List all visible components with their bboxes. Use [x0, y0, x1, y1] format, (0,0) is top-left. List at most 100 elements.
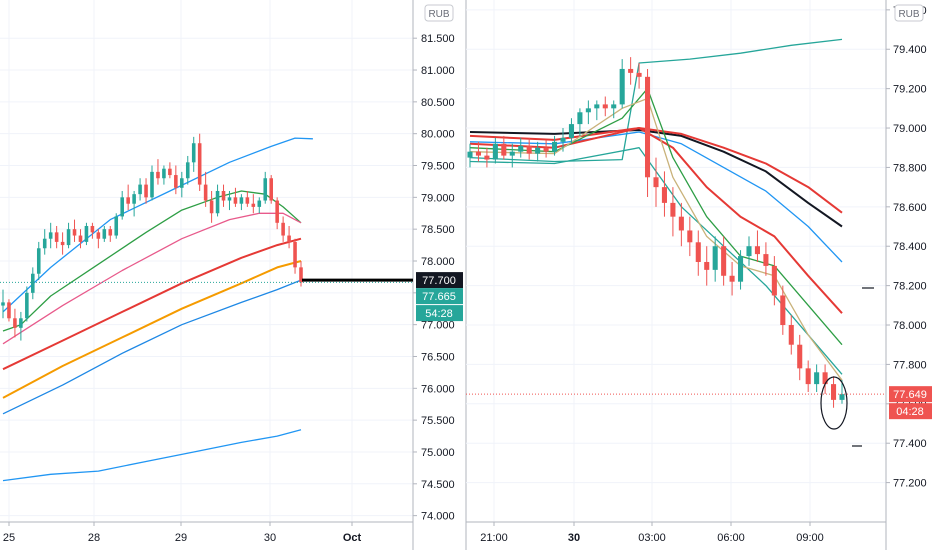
candle: [788, 315, 794, 355]
candle-body: [48, 232, 53, 239]
y-tick-label: 77.200: [893, 478, 927, 490]
candle: [1, 289, 5, 319]
candle-body: [535, 147, 541, 154]
candle: [754, 230, 760, 262]
right-last-price-tag-text: 77.649: [893, 389, 927, 401]
candle-body: [138, 184, 142, 195]
candle: [138, 178, 142, 201]
candle: [797, 334, 803, 381]
candle-body: [84, 225, 89, 242]
candle: [48, 222, 53, 249]
candle: [543, 139, 549, 158]
right-x-axis[interactable]: 21:00 30 03:00 06:00 09:00: [480, 522, 824, 544]
candle: [275, 197, 279, 230]
moving-average-line-4: [469, 127, 843, 214]
left-last-price-tag[interactable]: 77.665: [416, 288, 463, 305]
candle: [467, 143, 473, 168]
left-candles: [1, 133, 303, 341]
candle: [108, 225, 113, 242]
candle: [831, 376, 837, 408]
candle: [25, 286, 29, 322]
left-line-price-tag-box: [416, 272, 463, 289]
candle-body: [501, 143, 507, 156]
candle-body: [543, 147, 549, 152]
candle: [287, 225, 291, 249]
candle-body: [822, 372, 828, 385]
right-last-price-tag[interactable]: 77.649: [889, 386, 932, 403]
candle: [36, 241, 41, 281]
candle-body: [263, 178, 268, 201]
moving-average-line-5: [469, 131, 843, 263]
right-currency-badge[interactable]: RUB: [894, 4, 924, 22]
candle: [585, 100, 591, 125]
candle-body: [25, 292, 29, 319]
candle-body: [42, 238, 47, 249]
candle-body: [13, 318, 17, 328]
candle-body: [712, 246, 718, 270]
left-currency-badge[interactable]: RUB: [424, 4, 454, 22]
candle-body: [704, 261, 710, 270]
y-tick-label: 74.000: [421, 511, 455, 523]
candle: [560, 128, 566, 152]
moving-average-line-7: [469, 87, 843, 346]
candle: [492, 137, 498, 164]
candle-body: [221, 190, 226, 201]
candle: [7, 299, 11, 322]
candle: [233, 187, 238, 207]
left-y-axis[interactable]: 74.000 74.500 75.000 75.500 76.000 76.500 77.0…: [413, 33, 455, 523]
left-x-axis[interactable]: 25 28 29 30 Oct: [3, 522, 362, 544]
candle: [645, 68, 651, 197]
candle: [552, 135, 558, 156]
y-tick-label: 78.200: [893, 281, 927, 293]
left-last-price-tag-box: [416, 288, 463, 305]
y-tick-label: 79.400: [893, 44, 927, 56]
candle: [602, 96, 608, 117]
right-chart-panel[interactable]: 77.20077.40077.60077.80078.00078.20078.4…: [465, 0, 932, 550]
right-plot-area[interactable]: [466, 0, 886, 522]
candle-body: [552, 141, 558, 152]
y-tick-label: 78.000: [421, 256, 455, 268]
candle: [42, 229, 47, 255]
candle: [738, 250, 744, 290]
candle: [678, 202, 684, 247]
left-horizontal-line-price-tag[interactable]: 77.700: [416, 272, 463, 289]
x-tick-label: 28: [88, 532, 100, 544]
candle: [653, 157, 659, 207]
candle-body: [251, 203, 256, 207]
candle: [90, 222, 95, 239]
y-tick-label: 75.500: [421, 415, 455, 427]
right-currency-badge-box: [894, 4, 924, 22]
right-moving-averages: [469, 38, 843, 381]
x-tick-label: 06:00: [717, 532, 745, 544]
candle: [568, 118, 574, 144]
candle: [102, 225, 107, 242]
right-last-price-tag-box: [889, 386, 932, 403]
left-chart-panel[interactable]: 74.000 74.500 75.000 75.500 76.000 76.500 77.0…: [0, 0, 463, 550]
candle: [729, 261, 735, 296]
candle: [60, 232, 65, 255]
candle: [839, 380, 845, 404]
candle-body: [1, 302, 5, 306]
candle: [31, 267, 35, 300]
y-tick-label: 80.000: [421, 129, 455, 141]
x-tick-label: 09:00: [796, 532, 824, 544]
candle: [120, 190, 124, 220]
candle-body: [7, 302, 11, 319]
right-countdown-tag[interactable]: 04:28: [889, 403, 932, 420]
candle-body: [60, 241, 65, 246]
candle-body: [150, 171, 154, 198]
candle-body: [96, 232, 101, 239]
candle-body: [602, 104, 608, 109]
candle-body: [66, 229, 71, 246]
x-tick-label: 21:00: [480, 532, 508, 544]
candle: [746, 236, 752, 266]
candle-body: [831, 384, 837, 400]
candle-body: [492, 143, 498, 160]
moving-average-line-6: [2, 279, 302, 415]
candle-body: [227, 197, 232, 201]
candle-body: [215, 190, 220, 214]
moving-average-line-3: [469, 129, 843, 228]
left-countdown-tag[interactable]: 54:28: [416, 305, 463, 322]
y-tick-label: 77.800: [893, 359, 927, 371]
y-tick-label: 78.400: [893, 241, 927, 253]
